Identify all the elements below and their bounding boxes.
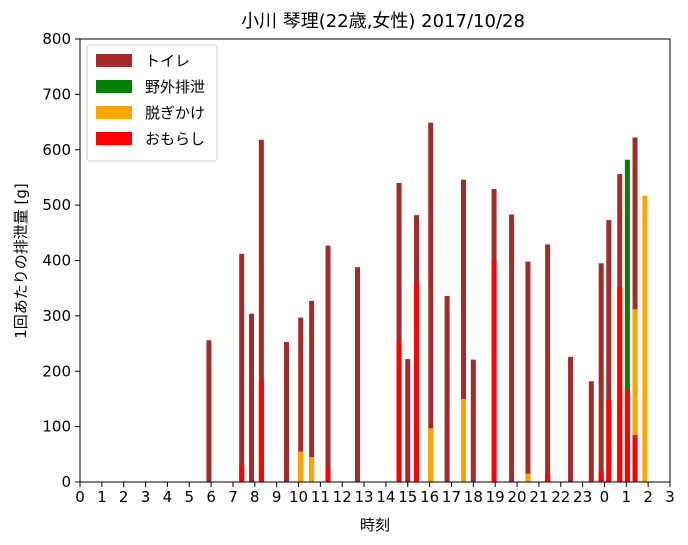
x-tick-label: 3	[141, 488, 151, 506]
x-axis-label: 時刻	[360, 516, 390, 534]
bar-accident-3	[258, 380, 264, 482]
bar-toilet-22	[598, 263, 604, 482]
bar-accident-9	[396, 340, 402, 482]
bar-toilet-5	[298, 317, 304, 482]
x-tick-label: 22	[551, 488, 570, 506]
y-tick-label: 0	[61, 473, 71, 491]
x-tick-label: 0	[600, 488, 610, 506]
y-tick-label: 200	[42, 362, 71, 380]
bar-half-undressed-18	[525, 473, 531, 482]
bar-half-undressed-5	[298, 451, 304, 482]
x-tick-label: 15	[398, 488, 417, 506]
bar-toilet-15	[470, 359, 476, 482]
y-tick-label: 100	[42, 418, 71, 436]
bar-toilet-13	[444, 295, 450, 482]
bar-half-undressed-6	[309, 457, 315, 482]
x-tick-label: 9	[272, 488, 282, 506]
bar-toilet-7	[325, 245, 331, 482]
y-tick-label: 300	[42, 307, 71, 325]
bar-toilet-14	[461, 179, 466, 482]
legend-swatch-half-undressed	[96, 106, 132, 119]
legend-swatch-accident	[96, 132, 132, 145]
x-tick-label: 20	[507, 488, 526, 506]
bar-accident-19	[545, 473, 551, 482]
bar-half-undressed-12	[428, 428, 434, 482]
bar-accident-1	[239, 465, 245, 482]
y-tick-label: 700	[42, 85, 71, 103]
x-tick-label: 14	[376, 488, 395, 506]
x-tick-label: 6	[206, 488, 216, 506]
y-tick-label: 400	[42, 252, 71, 270]
bar-toilet-21	[588, 381, 594, 482]
bar-toilet-17	[509, 214, 515, 483]
x-tick-label: 18	[464, 488, 483, 506]
bar-toilet-0	[206, 340, 212, 482]
x-tick-label: 12	[333, 488, 352, 506]
bar-toilet-1	[239, 253, 245, 482]
legend-swatch-toilet	[96, 54, 132, 67]
bar-toilet-6	[309, 300, 315, 482]
bar-toilet-12	[428, 122, 434, 483]
bar-toilet-8	[355, 267, 361, 482]
legend-label-half-undressed: 脱ぎかけ	[145, 104, 205, 122]
x-tick-label: 1	[97, 488, 107, 506]
x-tick-label: 4	[163, 488, 173, 506]
x-tick-label: 11	[311, 488, 330, 506]
y-axis-label: 1回あたりの排泄量 [g]	[12, 183, 30, 339]
x-tick-label: 2	[119, 488, 129, 506]
bars-layer	[206, 122, 648, 483]
chart-title: 小川 琴理(22歳,女性) 2017/10/28	[241, 11, 525, 32]
x-tick-label: 3	[665, 488, 675, 506]
bar-toilet-2	[249, 313, 255, 482]
x-tick-label: 13	[355, 488, 374, 506]
x-tick-label: 8	[250, 488, 260, 506]
y-tick-label: 500	[42, 196, 71, 214]
x-tick-label: 7	[228, 488, 238, 506]
bar-toilet-9	[396, 182, 402, 482]
bar-half-undressed-26	[632, 309, 638, 482]
x-tick-label: 10	[289, 488, 308, 506]
y-tick-label: 800	[42, 30, 71, 48]
x-tick-label: 2	[643, 488, 653, 506]
bar-accident-7	[325, 467, 331, 482]
bar-accident-23	[606, 398, 612, 482]
x-tick-label: 1	[622, 488, 632, 506]
x-tick-label: 17	[442, 488, 461, 506]
bar-toilet-10	[405, 359, 411, 482]
legend-label-accident: おもらし	[145, 130, 205, 148]
bar-toilet-3	[258, 139, 264, 482]
bar-accident-11	[414, 282, 420, 482]
bar-accident-25	[624, 389, 630, 482]
x-tick-label: 19	[486, 488, 505, 506]
x-tick-label: 23	[573, 488, 592, 506]
bar-accident-24	[617, 287, 623, 482]
x-tick-label: 0	[75, 488, 85, 506]
bar-toilet-18	[525, 261, 531, 482]
legend-label-outdoor: 野外排泄	[145, 78, 205, 96]
bar-toilet-20	[568, 356, 574, 482]
bar-half-undressed-14	[461, 398, 466, 482]
bar-accident-22	[598, 470, 604, 482]
bar-toilet-19	[545, 244, 551, 482]
bar-outdoor-25	[624, 159, 630, 482]
bar-accident-16	[491, 260, 497, 482]
x-tick-label: 21	[529, 488, 548, 506]
y-tick-label: 600	[42, 141, 71, 159]
legend-swatch-outdoor	[96, 80, 132, 93]
bar-toilet-23	[606, 220, 612, 482]
bar-accident-26	[632, 434, 638, 482]
x-tick-label: 5	[184, 488, 194, 506]
legend-label-toilet: トイレ	[145, 52, 190, 70]
bar-toilet-4	[284, 341, 289, 482]
bar-half-undressed-27	[642, 195, 648, 482]
x-tick-label: 16	[420, 488, 439, 506]
